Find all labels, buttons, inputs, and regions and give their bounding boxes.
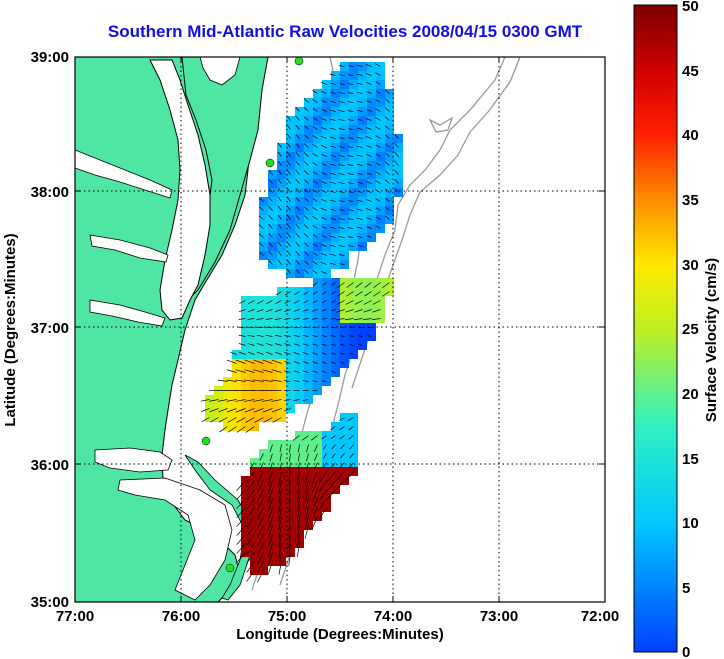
station-marker [294, 56, 304, 66]
y-axis-label: Latitude (Degrees:Minutes) [2, 233, 19, 426]
y-tick-label: 38:00 [31, 184, 69, 201]
station-marker [225, 563, 235, 573]
colorbar-tick-label: 20 [682, 386, 699, 403]
x-tick-label: 77:00 [56, 608, 94, 625]
map-title: Southern Mid-Atlantic Raw Velocities 200… [107, 22, 583, 41]
colorbar-tick-label: 30 [682, 257, 699, 274]
x-tick-label: 76:00 [162, 608, 200, 625]
plot-frame [74, 56, 606, 603]
colorbar-tick-label: 45 [682, 63, 699, 80]
colorbar-ticks: 50 45 40 35 30 25 20 15 10 5 0 [682, 0, 699, 659]
colorbar-tick-label: 40 [682, 127, 699, 144]
colorbar-tick-label: 50 [682, 0, 699, 15]
y-tick-label: 39:00 [31, 49, 69, 66]
x-tick-labels: 77:00 76:00 75:00 74:00 73:00 72:00 [56, 608, 619, 625]
colorbar-tick-label: 5 [682, 580, 690, 597]
x-tick-label: 72:00 [581, 608, 619, 625]
colorbar-label: Surface Velocity (cm/s) [703, 258, 720, 422]
colorbar-tick-label: 25 [682, 321, 699, 338]
y-tick-label: 37:00 [31, 320, 69, 337]
james-river [89, 299, 166, 327]
station-marker [201, 436, 211, 446]
y-tick-label: 36:00 [31, 457, 69, 474]
chesapeake-bay [149, 59, 211, 321]
rappahannock-river [89, 234, 169, 263]
x-tick-label: 75:00 [268, 608, 306, 625]
x-tick-label: 73:00 [480, 608, 518, 625]
colorbar-tick-label: 35 [682, 192, 699, 209]
pamlico-sound [117, 477, 233, 601]
tick-marks [74, 56, 606, 603]
radar-stations [201, 56, 304, 573]
x-tick-label: 74:00 [374, 608, 412, 625]
gridlines [75, 57, 605, 602]
velocity-vectors [200, 63, 399, 583]
colorbar [633, 4, 678, 653]
colorbar-tick-label: 15 [682, 451, 699, 468]
land [74, 56, 269, 603]
albemarle-sound [94, 447, 173, 473]
y-tick-label: 35:00 [31, 594, 69, 611]
station-marker [265, 158, 275, 168]
outer-banks [184, 454, 253, 601]
potomac-river [74, 149, 173, 199]
x-axis-label: Longitude (Degrees:Minutes) [236, 626, 444, 643]
colorbar-tick-label: 0 [682, 644, 690, 659]
y-tick-labels: 39:00 38:00 37:00 36:00 35:00 [31, 49, 69, 611]
colorbar-tick-label: 10 [682, 515, 699, 532]
